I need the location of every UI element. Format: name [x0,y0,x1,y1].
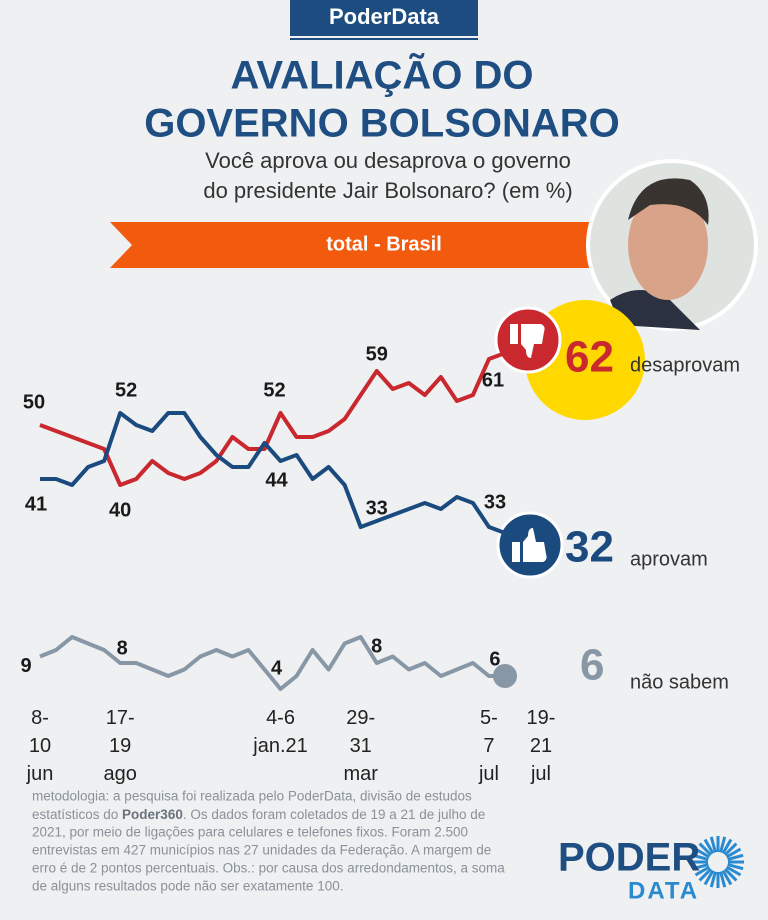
logo-word: DATA [628,877,699,904]
data-label: 9 [20,655,31,677]
methodology-part: . Os dados foram coletados de 19 a 21 de… [183,807,485,822]
x-tick-label: 8-10 jun [26,707,54,785]
methodology-line: erro é de 2 pontos percentuais. Obs.: po… [32,861,505,876]
logo-ray [692,853,709,861]
logo-ray [709,871,717,888]
logo-ray [721,838,733,855]
series-line [39,635,505,691]
logo-ray [703,838,715,855]
data-label: 41 [25,493,47,515]
final-value: 32 [565,523,614,572]
methodology-line: estatísticos do Poder360. Os dados foram… [32,807,485,822]
logo-ray [698,868,712,882]
logo-ray [725,865,742,877]
logo-ray [719,836,727,853]
legend-label: não sabem [630,671,729,693]
thumb-down-icon [494,306,562,374]
x-tick-label: 5-7 jul [478,707,499,785]
legend-label: aprovam [630,548,708,570]
data-label: 61 [482,369,504,391]
methodology-part: Poder360 [122,807,183,822]
data-label: 59 [366,343,388,365]
logo-mark [692,836,744,888]
x-tick-label: 4-6 jan.21 [253,707,308,757]
brand: PoderData [329,4,440,29]
x-tick-label: 29-31 mar [343,707,378,785]
methodology-line: entrevistas em 427 municípios nas 27 uni… [32,843,491,858]
subtitle-line: Você aprova ou desaprova o governo [205,148,571,173]
data-label: 33 [366,497,388,519]
final-value: 6 [580,641,604,690]
data-label: 33 [484,491,506,513]
logo-ray [727,863,744,871]
data-label: 6 [489,648,500,670]
brand-box [290,0,478,36]
methodology-line: metodologia: a pesquisa foi realizada pe… [32,789,472,804]
logo-ray [724,868,738,882]
banner [110,222,640,268]
logo-ray [694,847,711,859]
data-label: 52 [263,379,285,401]
legend-label: desaprovam [630,354,740,376]
final-value: 62 [565,333,614,382]
logo-ray [709,836,717,853]
logo-ray [719,871,727,888]
methodology-line: de alguns resultados pode não ser exatam… [32,879,343,894]
title-line: AVALIAÇÃO DO [231,52,534,98]
title-line: GOVERNO BOLSONARO [144,102,620,146]
logo-ray [721,869,733,886]
banner-text: total - Brasil [326,233,442,255]
data-label: 4 [271,657,283,679]
data-label: 44 [265,469,288,491]
thumb-up-icon [496,511,564,579]
subtitle-line: do presidente Jair Bolsonaro? (em %) [203,178,572,203]
logo-ray [724,842,738,856]
data-label: 8 [117,637,128,659]
x-tick-label: 17-19 ago [103,707,137,785]
end-dot [493,664,517,688]
logo-ray [694,865,711,877]
data-label: 40 [109,499,131,521]
x-tick-label: 19-21 jul [526,707,556,785]
logo-ray [727,853,744,861]
series-line [39,351,506,487]
logo-ray [703,869,715,886]
logo-word: PODER [558,836,700,880]
logo-ray [725,847,742,859]
series-line [40,411,506,535]
methodology-line: 2021, por meio de ligações para celulare… [32,825,468,840]
logo-ray [692,863,709,871]
data-label: 52 [115,379,137,401]
data-label: 8 [371,635,382,657]
data-label: 50 [23,391,45,413]
methodology-part: estatísticos do [32,807,122,822]
photo [586,159,758,331]
logo-ray [698,842,712,856]
